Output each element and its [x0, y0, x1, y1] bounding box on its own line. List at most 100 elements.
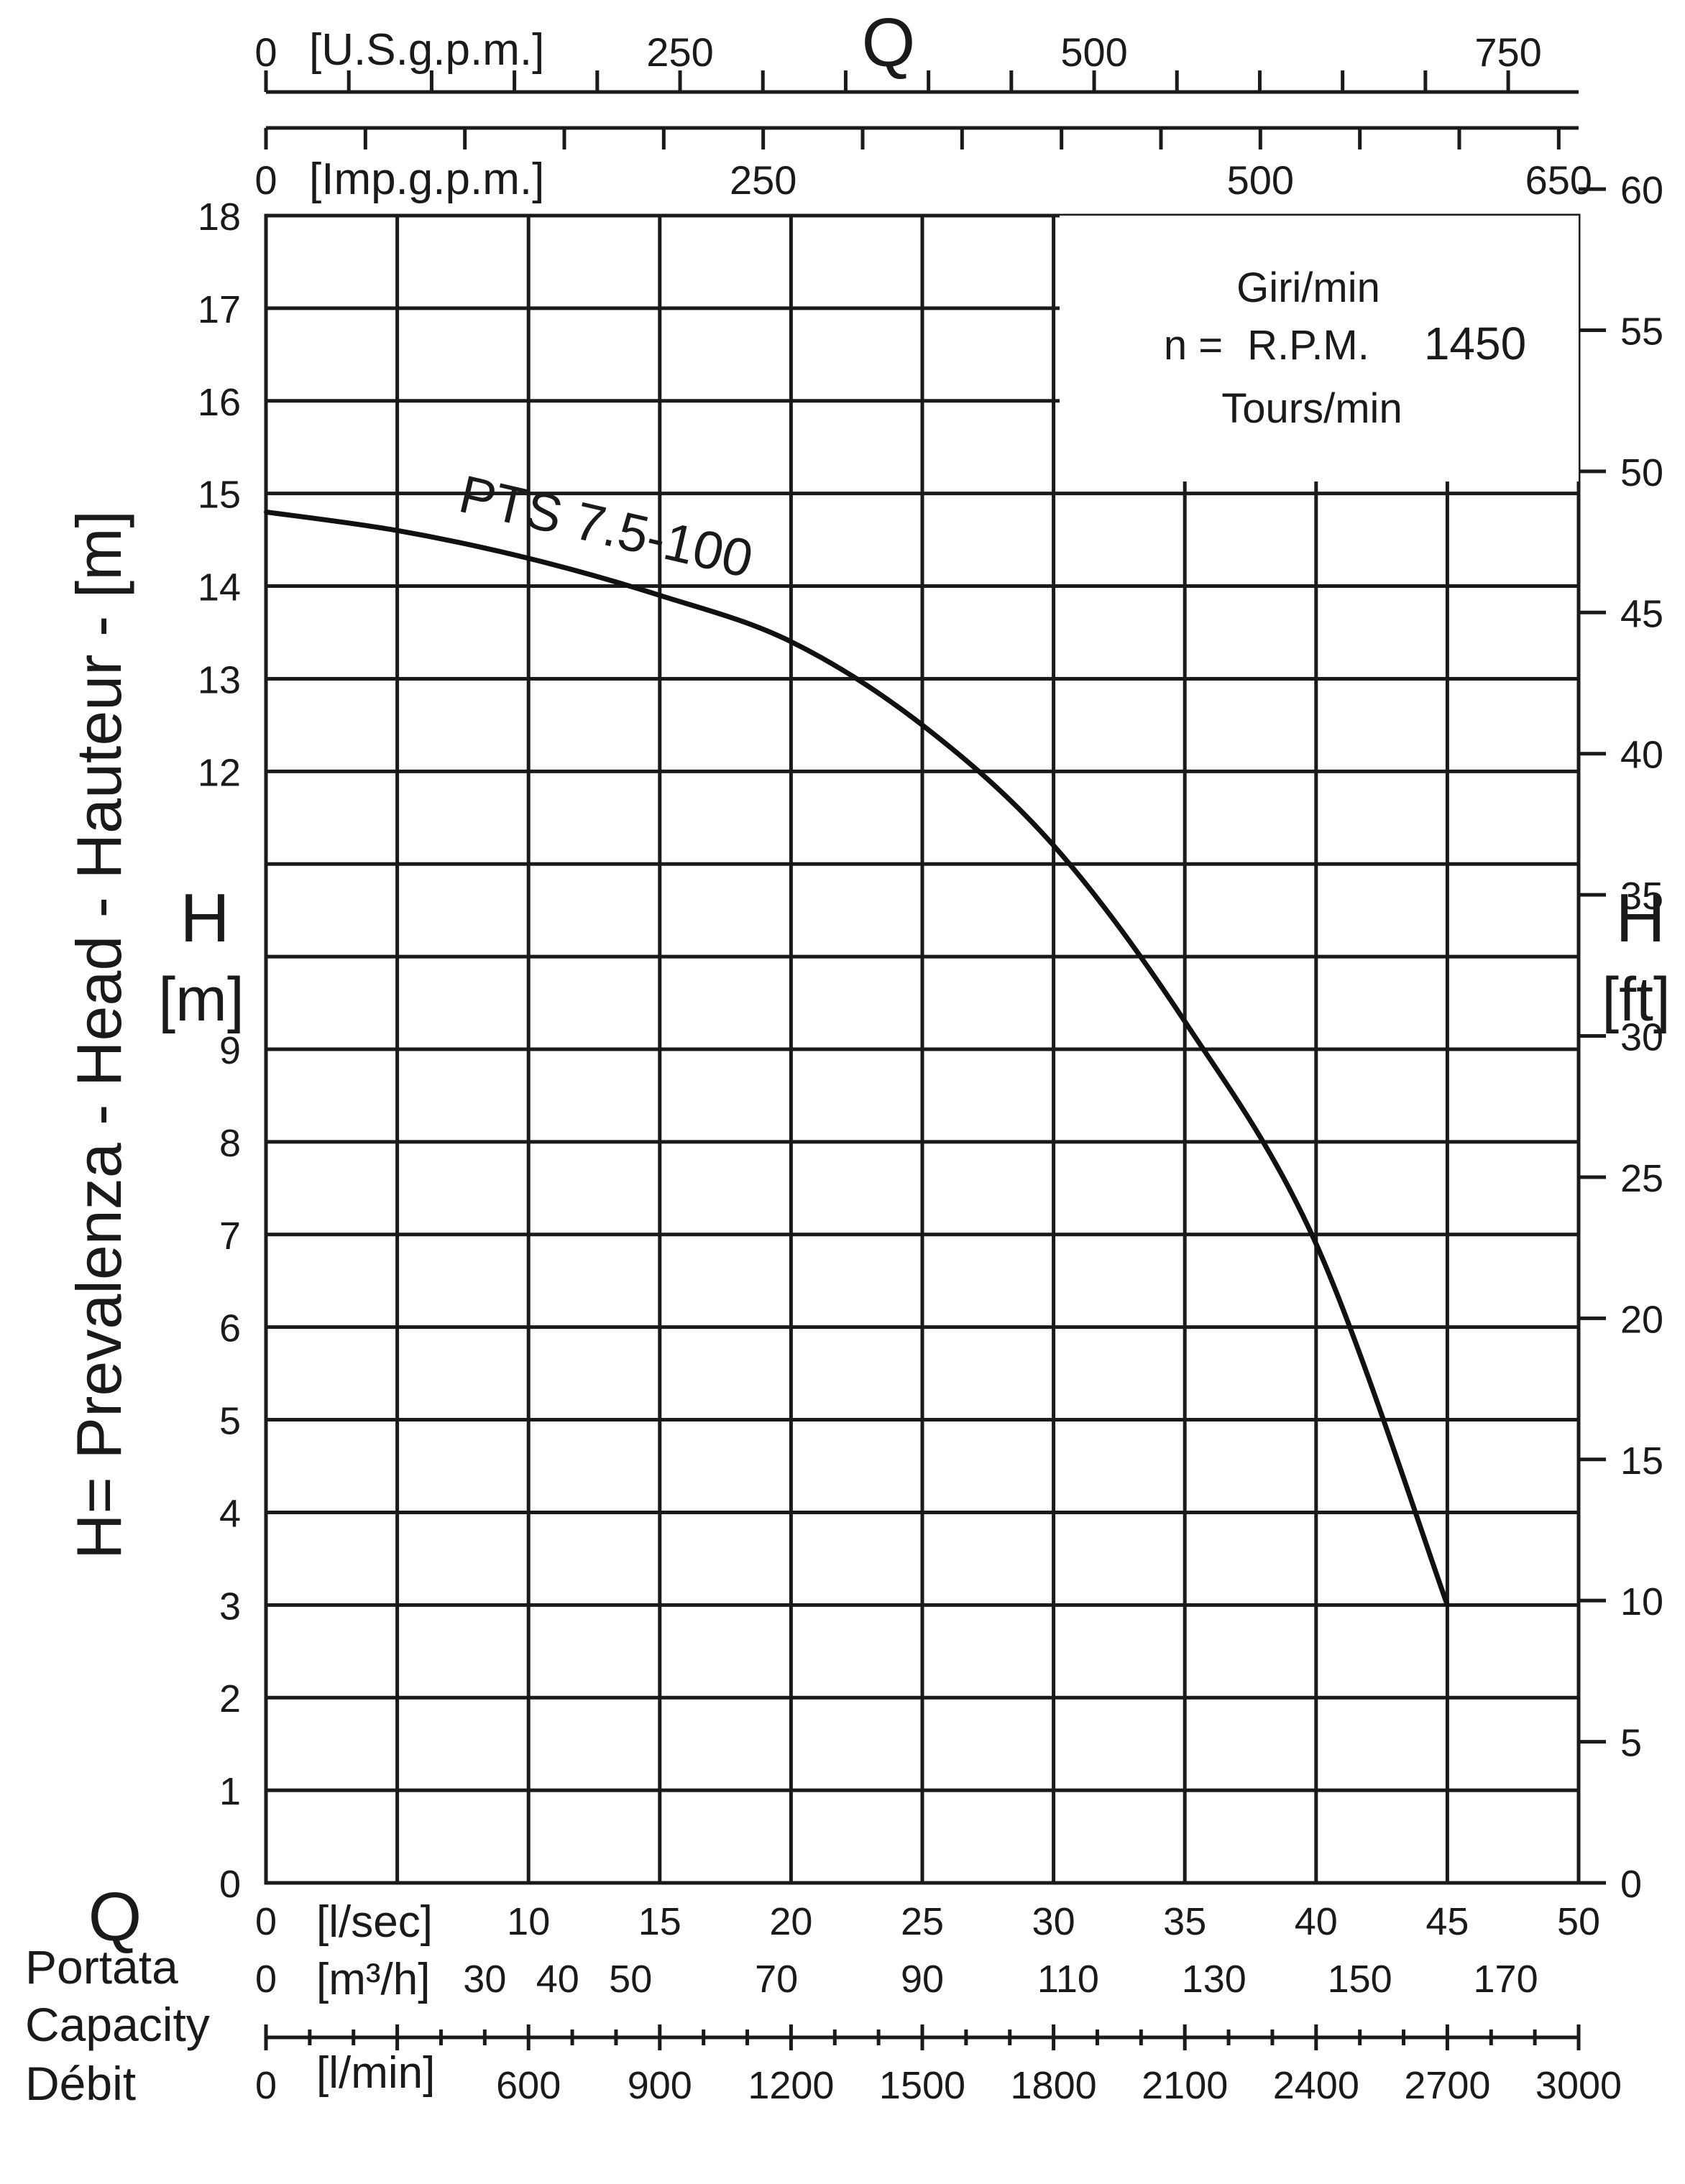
bottom-lmin-label: 600: [496, 2064, 561, 2107]
bottom-m3h-label: 110: [1037, 1958, 1099, 2001]
left-tick-label: 16: [198, 381, 241, 424]
left-tick-label: 12: [198, 751, 241, 794]
bottom-lsec-label: 30: [1032, 1900, 1075, 1943]
left-tick-label: 6: [219, 1307, 241, 1350]
left-axis-title: H= Prevalenza - Head - Hauteur - [m]: [63, 510, 134, 1559]
bottom-lmin-label: 2700: [1404, 2064, 1490, 2107]
right-tick-label: 45: [1620, 592, 1663, 635]
series-point: [920, 722, 924, 727]
right-tick-label: 30: [1620, 1016, 1663, 1059]
tick-labels: 0123456789121314151617180510152025303540…: [198, 29, 1663, 2107]
left-tick-label: 3: [219, 1585, 241, 1628]
left-tick-label: 0: [219, 1863, 241, 1906]
bottom-m3h-label: 130: [1182, 1958, 1246, 2001]
left-tick-label: 4: [219, 1492, 241, 1535]
rpm-line-rpm: R.P.M.: [1247, 322, 1369, 369]
top-axis-symbol: Q: [862, 4, 916, 81]
right-axis-symbol: H: [1615, 880, 1665, 957]
left-tick-label: 13: [198, 658, 241, 701]
right-tick-label: 35: [1620, 875, 1663, 918]
top-impgpm-label: 0: [254, 157, 277, 203]
series-point: [1051, 843, 1056, 848]
bottom-lsec-unit: [l/sec]: [316, 1897, 433, 1947]
right-tick-label: 0: [1620, 1863, 1642, 1906]
right-tick-label: 20: [1620, 1298, 1663, 1341]
series-line-pts-7-5-100: [265, 509, 1450, 1606]
left-tick-label: 2: [219, 1677, 241, 1720]
left-tick-label: 17: [198, 288, 241, 331]
top-impgpm-unit: [Imp.g.p.m.]: [309, 155, 544, 204]
left-tick-label: 1: [219, 1770, 241, 1813]
bottom-lsec-label: 20: [769, 1900, 812, 1943]
series-point: [526, 556, 531, 561]
right-tick-label: 15: [1620, 1439, 1663, 1483]
left-tick-label: 14: [198, 566, 241, 609]
series-point: [264, 510, 268, 515]
top-usgpm-unit: [U.S.g.p.m.]: [309, 25, 544, 75]
bottom-label-debit: Débit: [25, 2057, 136, 2110]
left-tick-label: 7: [219, 1215, 241, 1258]
bottom-lsec-label: 25: [901, 1900, 944, 1943]
rpm-box-background: [1060, 216, 1579, 482]
top-usgpm-label: 500: [1060, 29, 1127, 75]
rpm-line-giri: Giri/min: [1236, 264, 1380, 311]
bottom-lmin-label: 1800: [1011, 2064, 1097, 2107]
right-tick-label: 25: [1620, 1157, 1663, 1200]
series-point: [395, 528, 400, 533]
left-tick-label: 18: [198, 195, 241, 239]
top-impgpm-label: 650: [1525, 157, 1592, 203]
right-tick-label: 10: [1620, 1580, 1663, 1623]
bottom-label-portata: Portata: [25, 1940, 178, 1994]
right-tick-label: 50: [1620, 451, 1663, 494]
left-tick-label: 9: [219, 1029, 241, 1072]
bottom-lmin-label: 0: [255, 2064, 277, 2107]
bottom-lmin-label: 1200: [748, 2064, 834, 2107]
rpm-value: 1450: [1424, 318, 1526, 369]
axis-ticks: [264, 70, 1606, 2050]
left-tick-label: 15: [198, 474, 241, 517]
bottom-m3h-label: 70: [755, 1958, 798, 2001]
bottom-m3h-label: 0: [255, 1958, 277, 2001]
series-point: [1313, 1241, 1318, 1246]
bottom-lmin-unit: [l/min]: [316, 2048, 435, 2098]
bottom-axis-symbol: Q: [88, 1879, 142, 1955]
series-point: [789, 639, 794, 644]
top-usgpm-label: 750: [1474, 29, 1541, 75]
right-axis-unit: [ft]: [1602, 965, 1671, 1034]
bottom-m3h-label: 150: [1328, 1958, 1392, 2001]
bottom-lsec-label: 45: [1425, 1900, 1469, 1943]
right-tick-label: 55: [1620, 310, 1663, 353]
plot-frame: [264, 213, 1581, 1885]
bottom-m3h-label: 50: [609, 1958, 652, 2001]
series-point: [1445, 1603, 1450, 1608]
series: PTS 7.5-100: [264, 464, 1450, 1608]
bottom-m3h-label: 90: [901, 1958, 944, 2001]
bottom-lmin-label: 3000: [1535, 2064, 1622, 2107]
series-point: [657, 593, 662, 598]
bottom-m3h-label: 170: [1474, 1958, 1538, 2001]
bottom-lsec-label: 50: [1557, 1900, 1600, 1943]
bottom-lmin-label: 900: [628, 2064, 692, 2107]
top-usgpm-label: 0: [254, 29, 277, 75]
rpm-line-tours: Tours/min: [1221, 385, 1402, 432]
bottom-lsec-label: 40: [1295, 1900, 1338, 1943]
right-tick-label: 5: [1620, 1722, 1642, 1765]
series-label: PTS 7.5-100: [454, 464, 758, 589]
right-tick-label: 40: [1620, 734, 1663, 777]
bottom-lsec-label: 35: [1163, 1900, 1206, 1943]
right-tick-label: 60: [1620, 169, 1663, 212]
rpm-prefix: n =: [1164, 322, 1223, 369]
bottom-lmin-label: 1500: [879, 2064, 965, 2107]
bottom-lmin-label: 2100: [1142, 2064, 1228, 2107]
left-axis-symbol: H: [180, 880, 229, 957]
series-point: [1183, 1019, 1188, 1024]
top-impgpm-label: 250: [730, 157, 796, 203]
left-tick-label: 8: [219, 1122, 241, 1165]
top-impgpm-label: 500: [1227, 157, 1294, 203]
bottom-lsec-label: 0: [255, 1900, 277, 1943]
bottom-lsec-label: 10: [507, 1900, 550, 1943]
bottom-m3h-label: 30: [463, 1958, 506, 2001]
left-tick-label: 5: [219, 1400, 241, 1443]
bottom-label-capacity: Capacity: [25, 1998, 210, 2051]
